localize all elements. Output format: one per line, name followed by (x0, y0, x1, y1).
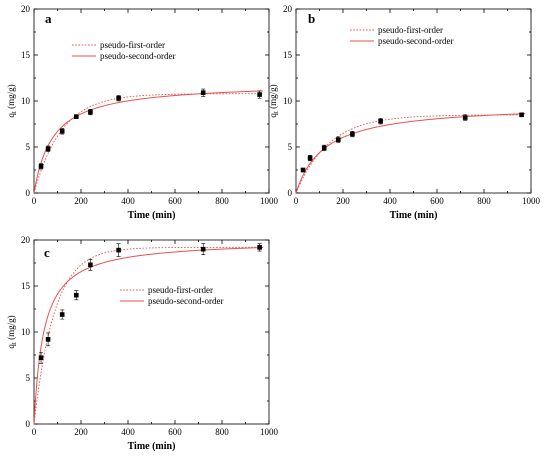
y-tick-label: 20 (283, 4, 293, 14)
x-tick-label: 200 (336, 196, 350, 206)
data-point (59, 129, 65, 134)
y-tick-label: 5 (26, 373, 31, 383)
plot-frame (33, 239, 270, 425)
y-axis-subscript: t (10, 111, 18, 113)
data-point (519, 112, 524, 118)
y-tick-label: 20 (21, 235, 31, 245)
x-tick-label: 600 (430, 196, 444, 206)
x-tick-label: 400 (383, 196, 397, 206)
data-point (336, 137, 341, 142)
x-tick-label: 600 (168, 427, 182, 437)
data-point (116, 95, 121, 101)
y-tick-label: 15 (21, 50, 31, 60)
data-point (88, 109, 93, 115)
y-axis-symbol: q (6, 113, 16, 118)
data-point (321, 145, 327, 151)
y-tick-label: 15 (21, 281, 31, 291)
y-axis-title: qt (mg/g) (6, 84, 18, 117)
plot-frame (33, 8, 270, 194)
x-tick-label: 0 (32, 196, 37, 206)
y-axis-title: qt (mg/g) (268, 84, 280, 117)
y-tick-label: 0 (288, 188, 293, 198)
legend-label: pseudo-first-order (100, 40, 165, 50)
data-point (59, 312, 65, 317)
y-tick-label: 5 (288, 142, 293, 152)
pseudo-first-order-curve (295, 114, 526, 194)
y-tick-label: 10 (283, 96, 293, 106)
y-tick-label: 15 (283, 50, 293, 60)
panel-letter: b (308, 11, 315, 26)
chart-panel-c: 0 200 400 600 800 1000 0 5 10 15 20 Time (min) qt (m… (6, 235, 279, 452)
y-axis-unit: (mg/g) (6, 84, 16, 111)
y-tick-label: 5 (26, 142, 31, 152)
pseudo-second-order-curve (33, 90, 264, 194)
x-tick-label: 0 (32, 427, 37, 437)
data-point (200, 90, 206, 96)
data-point (257, 92, 262, 97)
x-axis-title: Time (min) (128, 210, 176, 221)
data-point (350, 131, 355, 137)
data-point (45, 337, 51, 342)
data-point (38, 164, 44, 169)
panel-letter: c (44, 245, 50, 260)
x-tick-label: 200 (74, 427, 88, 437)
x-axis-title: Time (min) (128, 441, 176, 452)
x-tick-label: 1000 (522, 196, 541, 206)
data-point (257, 245, 262, 250)
x-tick-label: 800 (477, 196, 491, 206)
y-axis-subscript: t (10, 342, 18, 344)
data-point (116, 247, 121, 253)
data-point (300, 167, 306, 173)
y-tick-label: 10 (21, 96, 31, 106)
x-axis-title: Time (min) (390, 210, 438, 221)
data-point (462, 115, 468, 120)
legend-label: pseudo-second-order (148, 296, 223, 306)
x-tick-label: 1000 (260, 427, 279, 437)
legend-label: pseudo-first-order (148, 285, 213, 295)
pseudo-second-order-curve (295, 113, 526, 194)
data-point (88, 262, 93, 268)
legend-label: pseudo-second-order (378, 36, 453, 46)
data-point (45, 146, 51, 152)
x-tick-label: 400 (121, 196, 135, 206)
pseudo-second-order-curve (33, 247, 264, 425)
x-tick-label: 400 (121, 427, 135, 437)
chart-panel-b: 0 200 400 600 800 1000 0 5 10 15 20 Time (min) qt (m… (268, 4, 541, 221)
data-point (74, 114, 79, 119)
x-tick-label: 600 (168, 196, 182, 206)
y-axis-title: qt (mg/g) (6, 315, 18, 348)
data-point (378, 118, 383, 124)
x-tick-label: 800 (215, 427, 229, 437)
x-tick-label: 0 (294, 196, 299, 206)
y-tick-label: 10 (21, 327, 31, 337)
y-axis-unit: (mg/g) (268, 84, 278, 111)
data-point (307, 155, 313, 161)
pseudo-first-order-curve (33, 246, 264, 425)
data-point (74, 292, 79, 298)
legend-label: pseudo-first-order (378, 25, 443, 35)
data-point (200, 246, 206, 252)
x-tick-label: 200 (74, 196, 88, 206)
y-axis-subscript: t (272, 111, 280, 113)
y-axis-symbol: q (6, 344, 16, 349)
legend-label: pseudo-second-order (100, 51, 175, 61)
pseudo-first-order-curve (33, 93, 264, 194)
x-tick-label: 800 (215, 196, 229, 206)
y-tick-label: 0 (26, 188, 31, 198)
y-axis-symbol: q (268, 113, 278, 118)
y-tick-label: 0 (26, 419, 31, 429)
x-tick-label: 1000 (260, 196, 279, 206)
y-tick-label: 20 (21, 4, 31, 14)
panel-letter: a (45, 11, 52, 26)
y-axis-unit: (mg/g) (6, 315, 16, 342)
data-point (38, 355, 44, 361)
